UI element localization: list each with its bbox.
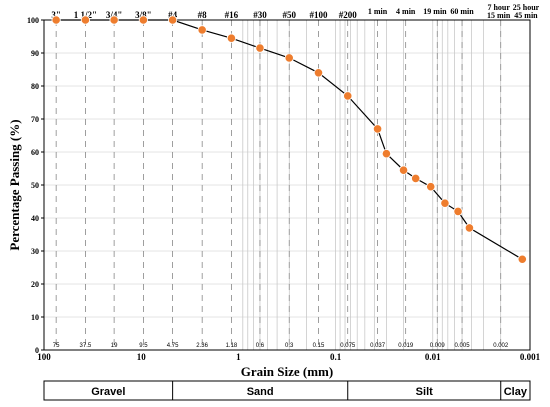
mm-label: 9.5 <box>139 343 148 349</box>
sieve-label: #16 <box>225 10 239 20</box>
data-point <box>398 165 409 175</box>
y-tick-label: 80 <box>31 82 39 91</box>
sieve-label: #30 <box>253 10 267 20</box>
sieve-label: 3/8" <box>135 10 152 20</box>
classification-label: Sand <box>247 386 274 398</box>
classification-label: Silt <box>416 386 433 398</box>
classification-label: Gravel <box>91 386 125 398</box>
mm-label: 0.15 <box>313 343 325 349</box>
mm-label: 0.002 <box>493 343 509 349</box>
data-point <box>109 15 119 25</box>
sieve-labels: 3" 1 1/2" 3/4" 3/8" #4 #8 #16 #30 #50 #100 #200 <box>51 10 357 20</box>
mm-label: 0.6 <box>256 343 265 349</box>
time-label: 45 min <box>514 11 538 20</box>
mm-label: 1.18 <box>226 343 238 349</box>
y-tick-label: 20 <box>31 280 39 289</box>
data-point <box>372 124 383 134</box>
data-point <box>381 149 392 159</box>
x-decade-label: 1 <box>236 352 241 362</box>
time-label: 7 hour <box>487 3 510 12</box>
y-tick-label: 90 <box>31 49 39 58</box>
y-tick-label: 100 <box>27 16 39 25</box>
data-point <box>464 223 475 233</box>
mm-label: 37.5 <box>80 343 92 349</box>
mm-label: 0.3 <box>285 343 294 349</box>
data-point <box>343 91 353 101</box>
x-decade-label: 0.1 <box>330 352 342 362</box>
sieve-label: 3" <box>51 10 61 20</box>
data-point <box>411 173 421 183</box>
sieve-label: 1 1/2" <box>74 10 97 20</box>
data-point <box>138 15 148 25</box>
soil-classification-bar: Gravel Sand Silt Clay <box>43 380 531 401</box>
y-tick-label: 40 <box>31 214 39 223</box>
time-label: 25 hour <box>513 3 540 12</box>
data-point <box>197 25 207 35</box>
data-point <box>453 206 463 216</box>
data-point <box>80 15 91 25</box>
time-label: 4 min <box>396 7 416 16</box>
data-point <box>51 15 61 25</box>
grid-lines <box>44 20 531 350</box>
mm-label: 0.075 <box>340 343 356 349</box>
series-passing <box>51 15 527 264</box>
data-point <box>255 43 265 53</box>
time-label: 60 min <box>450 7 474 16</box>
sieve-label: #8 <box>198 10 208 20</box>
data-point <box>168 15 178 25</box>
mm-label: 2.36 <box>196 343 208 349</box>
y-tick-label: 50 <box>31 181 39 190</box>
y-tick-label: 0 <box>35 346 39 355</box>
sieve-label: 3/4" <box>106 10 123 20</box>
y-tick-label: 70 <box>31 115 39 124</box>
data-point <box>440 198 450 208</box>
mm-label: 0.005 <box>455 343 471 349</box>
x-decade-label: 0.001 <box>520 352 541 362</box>
mm-labels: 75 37.5 19 9.5 4.75 2.36 1.18 0.6 0.3 0.15 0.075 0.… <box>53 343 509 349</box>
mm-label: 0.019 <box>398 343 414 349</box>
sieve-label: #50 <box>282 10 296 20</box>
time-label: 15 min <box>487 11 511 20</box>
sieve-label: #100 <box>309 10 328 20</box>
y-tick-label: 30 <box>31 247 39 256</box>
time-label: 19 min <box>423 7 447 16</box>
x-axis-title: Grain Size (mm) <box>241 364 333 379</box>
x-decade-label: 10 <box>137 352 147 362</box>
y-axis-title: Percentage Passing (%) <box>7 119 22 250</box>
classification-frame <box>43 380 531 401</box>
mm-label: 4.75 <box>167 343 179 349</box>
decade-labels: 100 10 1 0.1 0.01 0.001 <box>37 352 540 362</box>
sieve-label: #4 <box>168 10 178 20</box>
mm-label: 19 <box>111 343 118 349</box>
data-point <box>313 68 324 78</box>
y-tick-label: 10 <box>31 313 39 322</box>
y-tick-label: 60 <box>31 148 39 157</box>
data-point <box>226 33 237 43</box>
x-decade-label: 100 <box>37 352 51 362</box>
data-point <box>426 182 436 192</box>
y-axis-ticks: 0 10 20 30 40 50 60 70 80 90 100 <box>27 16 44 355</box>
classification-label: Clay <box>504 386 528 398</box>
data-point <box>284 53 294 63</box>
mm-label: 0.037 <box>370 343 386 349</box>
time-label: 1 min <box>368 7 388 16</box>
data-point <box>517 254 527 264</box>
mm-label: 75 <box>53 343 60 349</box>
mm-label: 0.009 <box>430 343 446 349</box>
sieve-label: #200 <box>339 10 358 20</box>
x-decade-label: 0.01 <box>425 352 441 362</box>
